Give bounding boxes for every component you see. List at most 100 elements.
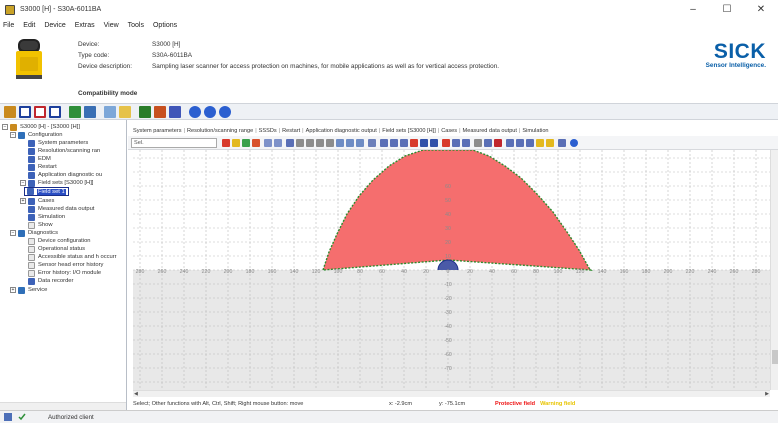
tree-item-diagnostics[interactable]: − Diagnostics bbox=[10, 229, 58, 237]
compare-icon[interactable] bbox=[154, 105, 166, 118]
field-editor-canvas[interactable]: 280 260 240 220 200 180 160 140 120 100 80 60 40 20 0 2… bbox=[133, 150, 770, 390]
vertical-scroll-thumb[interactable] bbox=[772, 350, 778, 364]
tree-item-simulation[interactable]: Simulation bbox=[28, 213, 65, 221]
tree-item-sensor-head-history[interactable]: Sensor head error history bbox=[28, 261, 103, 269]
info-icon[interactable] bbox=[204, 105, 216, 118]
teach-reference-icon[interactable] bbox=[462, 139, 470, 147]
expand-icon[interactable]: + bbox=[10, 287, 16, 293]
tree-item-restart[interactable]: Restart bbox=[28, 163, 57, 171]
window-layout-icon[interactable] bbox=[49, 105, 61, 118]
paste-icon[interactable] bbox=[516, 139, 524, 147]
delete-field-icon[interactable] bbox=[252, 139, 260, 147]
pointer-icon[interactable] bbox=[286, 139, 294, 147]
device-icon[interactable] bbox=[4, 105, 16, 118]
fill-protective-icon[interactable] bbox=[410, 139, 418, 147]
tab-cases[interactable]: Cases bbox=[441, 127, 458, 134]
tree-item-show[interactable]: Show bbox=[28, 221, 53, 229]
rectangle-icon[interactable] bbox=[326, 139, 334, 147]
canvas-vertical-scrollbar[interactable] bbox=[770, 150, 778, 390]
zoom-in-icon[interactable] bbox=[336, 139, 344, 147]
tree-item-accessible-status[interactable]: Accessible status and h occurr bbox=[28, 253, 117, 261]
tree-item-resolution[interactable]: Resolution/scanning ran bbox=[28, 147, 100, 155]
edit-points-icon[interactable] bbox=[484, 139, 492, 147]
protective-field-shape[interactable] bbox=[323, 150, 591, 270]
field-editor-svg[interactable]: 280 260 240 220 200 180 160 140 120 100 80 60 40 20 0 2… bbox=[133, 150, 770, 390]
scroll-left-icon[interactable]: ◀ bbox=[134, 391, 138, 397]
collapse-icon[interactable]: − bbox=[10, 132, 16, 138]
zoom-out-icon[interactable] bbox=[346, 139, 354, 147]
record-icon[interactable] bbox=[494, 139, 502, 147]
tree-item-device-configuration[interactable]: Device configuration bbox=[28, 237, 91, 245]
tree-item-service[interactable]: + Service bbox=[10, 286, 48, 294]
menu-extras[interactable]: Extras bbox=[74, 21, 95, 29]
copy-icon[interactable] bbox=[506, 139, 514, 147]
menu-view[interactable]: View bbox=[103, 21, 119, 29]
import-contour-icon[interactable] bbox=[430, 139, 438, 147]
teach-contour-icon[interactable] bbox=[452, 139, 460, 147]
tab-system-parameters[interactable]: System parameters bbox=[133, 127, 182, 134]
tree-item-device[interactable]: − S3000 [H] - [S3000 [H]] bbox=[2, 123, 80, 131]
canvas-horizontal-scrollbar[interactable]: ◀ ▶ bbox=[133, 390, 770, 397]
contour-icon[interactable] bbox=[242, 139, 250, 147]
print-icon[interactable] bbox=[558, 139, 566, 147]
measure-icon[interactable] bbox=[380, 139, 388, 147]
pencil-icon[interactable] bbox=[536, 139, 544, 147]
background-icon[interactable] bbox=[474, 139, 482, 147]
tab-restart[interactable]: Restart bbox=[282, 127, 301, 134]
about-icon[interactable] bbox=[219, 105, 231, 118]
tab-sssds[interactable]: SSSDs bbox=[258, 127, 277, 134]
mirror-icon[interactable] bbox=[526, 139, 534, 147]
verify-icon[interactable] bbox=[169, 105, 181, 118]
polygon-icon[interactable] bbox=[316, 139, 324, 147]
tab-field-sets[interactable]: Field sets [S3000 [H]] bbox=[382, 127, 436, 134]
close-button[interactable]: ✕ bbox=[756, 4, 766, 15]
collapse-icon[interactable]: − bbox=[20, 180, 26, 186]
draw-icon[interactable] bbox=[390, 139, 398, 147]
scroll-right-icon[interactable]: ▶ bbox=[765, 391, 769, 397]
teach-in-icon[interactable] bbox=[442, 139, 450, 147]
expand-icon[interactable]: + bbox=[20, 198, 26, 204]
tab-measured-data[interactable]: Measured data output bbox=[462, 127, 517, 134]
tree-item-system-parameters[interactable]: System parameters bbox=[28, 139, 88, 147]
help-icon[interactable] bbox=[189, 105, 201, 118]
highlight-icon[interactable] bbox=[546, 139, 554, 147]
menu-options[interactable]: Options bbox=[152, 21, 178, 29]
tree-item-edm[interactable]: EDM bbox=[28, 155, 51, 163]
menu-file[interactable]: File bbox=[3, 21, 15, 29]
undo-icon[interactable] bbox=[264, 139, 272, 147]
tree-item-cases[interactable]: + Cases bbox=[20, 197, 55, 205]
tree-item-application-diagnostic[interactable]: Application diagnostic ou bbox=[28, 171, 102, 179]
network-icon[interactable] bbox=[84, 105, 96, 118]
upload-icon[interactable] bbox=[104, 105, 116, 118]
menu-device[interactable]: Device bbox=[44, 21, 66, 29]
redo-icon[interactable] bbox=[274, 139, 282, 147]
minimize-button[interactable]: – bbox=[690, 4, 696, 15]
tree-item-measured-data[interactable]: Measured data output bbox=[28, 205, 94, 213]
window-single-icon[interactable] bbox=[19, 105, 31, 118]
download-icon[interactable] bbox=[119, 105, 131, 118]
tree-item-field-set-1[interactable]: Field set 1 bbox=[24, 187, 69, 196]
tree-item-data-recorder[interactable]: Data recorder bbox=[28, 277, 73, 285]
collapse-icon[interactable]: − bbox=[10, 230, 16, 236]
menu-tools[interactable]: Tools bbox=[127, 21, 144, 29]
line-icon[interactable] bbox=[296, 139, 304, 147]
tree-item-io-module-history[interactable]: Error history: I/O module bbox=[28, 269, 101, 277]
tree-item-field-sets[interactable]: − Field sets [S3000 [H]] bbox=[20, 179, 94, 187]
zoom-fit-icon[interactable] bbox=[356, 139, 364, 147]
help-icon[interactable] bbox=[570, 139, 578, 147]
transfer-icon[interactable] bbox=[139, 105, 151, 118]
protective-field-icon[interactable] bbox=[222, 139, 230, 147]
maximize-button[interactable]: ☐ bbox=[722, 4, 732, 15]
arc-icon[interactable] bbox=[306, 139, 314, 147]
circle-icon[interactable] bbox=[400, 139, 408, 147]
selection-dropdown[interactable]: Sel. bbox=[131, 138, 217, 148]
tree-horizontal-scrollbar[interactable] bbox=[0, 402, 126, 410]
tree-item-operational-status[interactable]: Operational status bbox=[28, 245, 85, 253]
tree-item-configuration[interactable]: − Configuration bbox=[10, 131, 63, 139]
fill-warning-icon[interactable] bbox=[420, 139, 428, 147]
tab-application-diagnostic[interactable]: Application diagnostic output bbox=[305, 127, 377, 134]
collapse-icon[interactable]: − bbox=[2, 124, 8, 130]
window-split-icon[interactable] bbox=[34, 105, 46, 118]
tab-simulation[interactable]: Simulation bbox=[522, 127, 549, 134]
warning-field-icon[interactable] bbox=[232, 139, 240, 147]
